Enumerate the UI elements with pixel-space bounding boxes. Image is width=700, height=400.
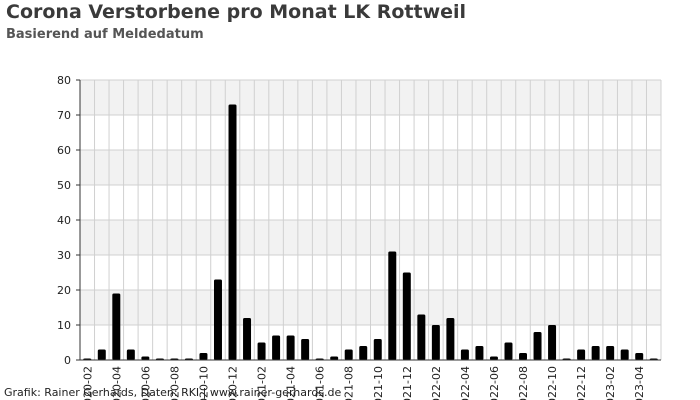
x-tick-label: 2022-04 xyxy=(459,366,472,400)
x-tick-label: 2022-06 xyxy=(488,366,501,400)
bar xyxy=(402,272,411,360)
bar xyxy=(257,342,266,360)
bar xyxy=(606,346,615,360)
bar xyxy=(330,356,339,360)
x-tick-label: 2023-04 xyxy=(633,366,646,400)
bar xyxy=(475,346,484,360)
bar xyxy=(344,349,353,360)
y-tick-label: 70 xyxy=(57,109,71,122)
bar xyxy=(431,325,440,360)
source-credit: Grafik: Rainer Gerhards, Daten: RKI | ww… xyxy=(4,386,342,399)
bar xyxy=(141,356,150,360)
bar xyxy=(301,339,310,360)
y-tick-label: 80 xyxy=(57,74,71,87)
x-tick-label: 2021-02 xyxy=(256,366,269,400)
bar xyxy=(199,353,208,360)
bar xyxy=(635,353,644,360)
x-tick-label: 2023-02 xyxy=(604,366,617,400)
bar xyxy=(126,349,135,360)
bar xyxy=(373,339,382,360)
x-tick-label: 2021-12 xyxy=(401,366,414,400)
bar xyxy=(504,342,513,360)
bar xyxy=(620,349,629,360)
x-tick-label: 2020-08 xyxy=(168,366,181,400)
bar xyxy=(388,251,397,360)
bar xyxy=(286,335,295,360)
x-tick-label: 2021-08 xyxy=(343,366,356,400)
bar xyxy=(359,346,368,360)
x-tick-label: 2020-02 xyxy=(81,366,94,400)
x-tick-label: 2021-04 xyxy=(285,366,298,400)
x-tick-label: 2022-12 xyxy=(575,366,588,400)
bar xyxy=(112,293,121,360)
x-tick-label: 2020-06 xyxy=(139,366,152,400)
chart-title: Corona Verstorbene pro Monat LK Rottweil xyxy=(6,1,467,23)
y-tick-label: 40 xyxy=(57,214,71,227)
bar xyxy=(548,325,557,360)
y-tick-label: 10 xyxy=(57,319,71,332)
bar xyxy=(446,318,455,360)
x-tick-label: 2022-02 xyxy=(430,366,443,400)
bar xyxy=(519,353,528,360)
x-tick-label: 2021-06 xyxy=(314,366,327,400)
x-tick-label: 2020-04 xyxy=(110,366,123,400)
y-tick-label: 60 xyxy=(57,144,71,157)
x-tick-label: 2022-10 xyxy=(546,366,559,400)
bar xyxy=(591,346,600,360)
bar xyxy=(97,349,106,360)
y-tick-label: 20 xyxy=(57,284,71,297)
x-tick-label: 2021-10 xyxy=(372,366,385,400)
bar xyxy=(577,349,586,360)
bar xyxy=(213,279,222,360)
bar xyxy=(272,335,281,360)
x-tick-label: 2022-08 xyxy=(517,366,530,400)
bar xyxy=(489,356,498,360)
x-tick-label: 2020-10 xyxy=(197,366,210,400)
x-tick-label: 2020-12 xyxy=(227,366,240,400)
y-tick-label: 50 xyxy=(57,179,71,192)
bar xyxy=(460,349,469,360)
bar xyxy=(533,332,542,360)
bar xyxy=(243,318,252,360)
y-tick-label: 0 xyxy=(64,354,71,367)
chart-subtitle: Basierend auf Meldedatum xyxy=(6,27,204,42)
bar xyxy=(417,314,426,360)
bar xyxy=(228,104,237,360)
y-tick-label: 30 xyxy=(57,249,71,262)
